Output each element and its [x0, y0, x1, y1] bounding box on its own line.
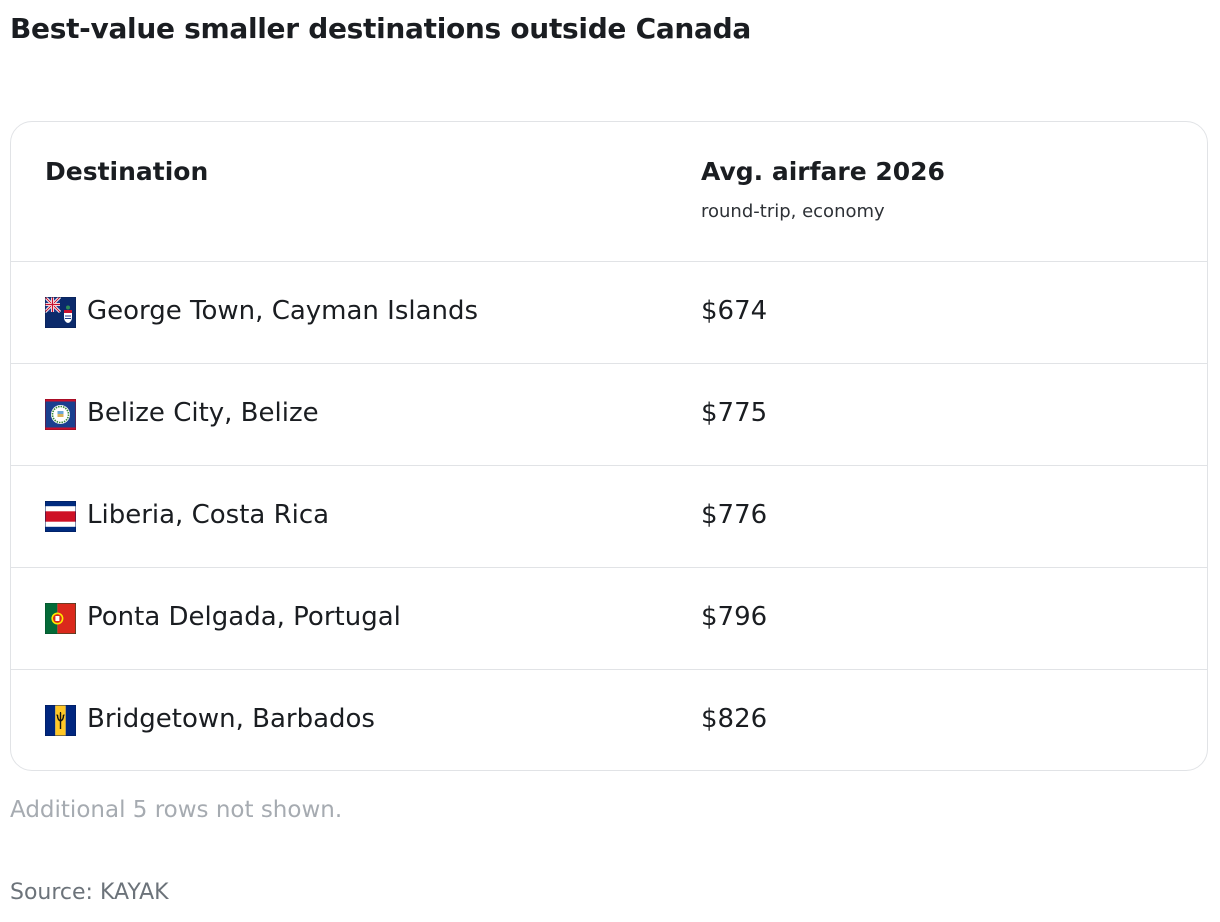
airfare-value: $775 [701, 398, 768, 428]
belize-flag-icon [45, 399, 76, 430]
barbados-flag-icon [45, 705, 76, 736]
airfare-table: Destination Avg. airfare 2026 round-trip… [10, 121, 1208, 771]
table-row: Belize City, Belize $775 [11, 364, 1207, 466]
page-title: Best-value smaller destinations outside … [10, 12, 751, 45]
destination-name: Liberia, Costa Rica [87, 500, 330, 530]
table-row: Bridgetown, Barbados $826 [11, 670, 1207, 770]
airfare-value: $776 [701, 500, 768, 530]
destination-name: Belize City, Belize [87, 398, 319, 428]
table-row: Liberia, Costa Rica $776 [11, 466, 1207, 568]
portugal-flag-icon [45, 603, 76, 634]
airfare-value: $674 [701, 296, 768, 326]
table-header-row: Destination Avg. airfare 2026 round-trip… [11, 122, 1207, 262]
destination-name: Ponta Delgada, Portugal [87, 602, 401, 632]
rows-hidden-note: Additional 5 rows not shown. [10, 797, 343, 823]
destination-name: Bridgetown, Barbados [87, 704, 375, 734]
column-header-destination[interactable]: Destination [45, 157, 209, 186]
table-row: George Town, Cayman Islands $674 [11, 262, 1207, 364]
column-header-airfare[interactable]: Avg. airfare 2026 [701, 157, 945, 186]
table-row: Ponta Delgada, Portugal $796 [11, 568, 1207, 670]
destination-name: George Town, Cayman Islands [87, 296, 479, 326]
airfare-value: $826 [701, 704, 768, 734]
costa-rica-flag-icon [45, 501, 76, 532]
column-subheader-airfare: round-trip, economy [701, 201, 885, 222]
cayman-islands-flag-icon [45, 297, 76, 328]
airfare-value: $796 [701, 602, 768, 632]
source-credit: Source: KAYAK [10, 880, 169, 905]
